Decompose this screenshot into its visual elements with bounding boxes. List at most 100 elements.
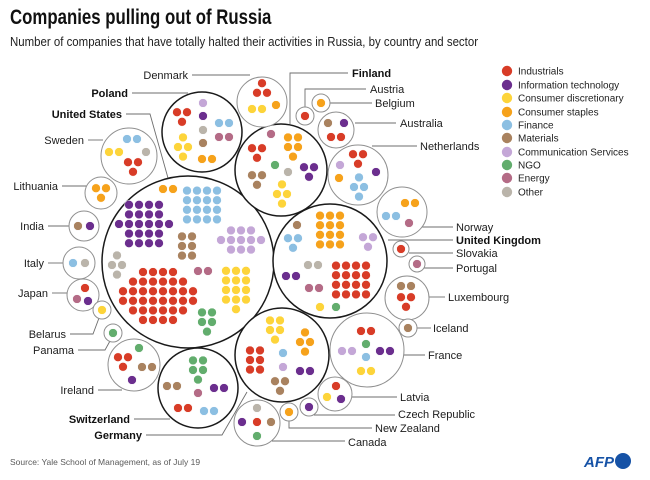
company-dot [134,219,144,229]
company-dot [247,143,257,153]
leader-line [78,340,111,351]
company-dot [124,200,134,210]
company-dot [178,286,188,296]
company-dot [336,394,346,404]
company-dot [138,276,148,287]
company-dot [304,172,314,182]
company-dot [236,235,246,245]
legend-swatch [501,172,513,184]
company-dot [272,189,282,199]
company-dot [257,143,267,153]
company-dot [178,132,188,143]
company-dot [203,266,213,276]
company-dot [354,191,364,202]
company-dot [214,118,224,128]
company-dot [314,283,324,293]
company-dot [168,276,178,287]
company-dot [351,289,361,300]
country-bubble-group [408,255,426,273]
company-dot [178,276,188,287]
company-dot [193,266,203,276]
company-dot [335,210,345,221]
company-dot [91,183,101,193]
legend-item: NGO [501,159,541,172]
company-dot [158,267,168,277]
company-dot [315,302,325,312]
company-dot [245,364,255,375]
company-dot [283,132,293,143]
company-dot [299,162,309,172]
company-dot [168,315,178,325]
country-label: Sweden [44,135,84,147]
company-dot [148,286,158,296]
company-dot [366,366,376,376]
company-dot [168,184,178,194]
country-label: Denmark [143,70,188,82]
chart-subtitle: Number of companies that have totally ha… [10,34,479,49]
company-dot [283,142,293,152]
legend-swatch [501,146,513,158]
company-dot [226,235,236,245]
company-dot [128,296,138,306]
legend-item: Finance [501,119,554,132]
company-dot [188,355,198,366]
company-dot [300,111,310,121]
company-dot [124,228,134,239]
company-dot [246,244,256,255]
company-dot [177,117,187,127]
country-label: Germany [94,430,143,442]
company-dot [178,151,188,162]
company-dot [313,260,323,270]
company-dot [154,238,164,248]
company-dot [202,326,212,337]
country-bubble [317,111,355,149]
country-label: Ireland [60,385,94,397]
country-bubble [100,127,158,185]
company-dot [262,88,272,98]
country-bubble [62,246,96,280]
country-label: Belarus [29,329,67,341]
country-label: Lithuania [13,181,59,193]
legend-label: Information technology [518,81,619,92]
country-bubbles [62,76,430,447]
leader-lines [48,72,453,442]
company-dot [177,231,187,242]
company-dot [108,328,118,338]
company-dot [404,218,414,228]
company-dot [144,228,154,239]
legend-item: Industrials [501,65,564,78]
company-dot [300,327,310,338]
company-dot [107,260,117,270]
company-dot [247,104,257,114]
company-dot [255,345,265,356]
company-dot [277,198,287,209]
legend-item: Consumer staples [501,106,599,119]
country-label: Australia [400,118,444,130]
country-bubble-group [295,106,315,126]
company-dot [361,289,371,300]
company-dot [137,362,147,372]
company-dot [148,296,158,306]
legend-swatch [501,119,513,131]
company-dot [182,214,192,225]
company-dot [400,198,410,208]
country-label: Poland [91,88,128,100]
company-dot [339,118,349,128]
company-dot [192,205,202,215]
legend-swatch [501,159,513,171]
company-dot [361,280,371,290]
company-dot [335,230,345,240]
company-dot [221,266,231,276]
country-bubble-group [234,123,328,217]
country-bubble-group [311,93,331,113]
company-dot [336,132,346,142]
company-dot [325,239,335,250]
company-dot [293,132,303,143]
country-label: United Kingdom [456,235,541,247]
company-dot [212,214,222,225]
company-dot [356,326,366,336]
afp-logo-text: AFP [583,454,615,471]
legend-item: Communication Services [501,146,629,159]
company-dot [182,185,192,196]
company-dot [256,235,266,245]
